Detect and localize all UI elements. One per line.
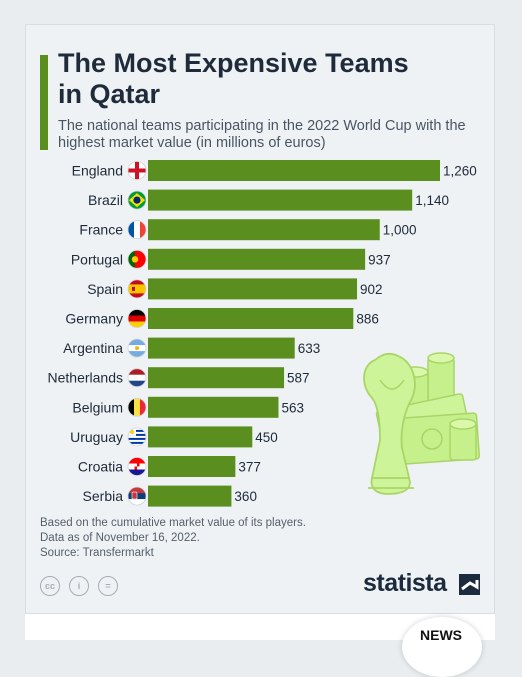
bar xyxy=(148,367,285,389)
chart-row: France 1,000 xyxy=(79,219,417,241)
bar xyxy=(148,278,358,300)
note-line-1: Based on the cumulative market value of … xyxy=(40,517,306,529)
statista-logo-mark-icon xyxy=(459,574,480,595)
news-badge-label: NEWS xyxy=(420,627,462,643)
chart-row: Serbia 360 xyxy=(83,485,257,507)
no-derivatives-icon[interactable]: = xyxy=(98,576,118,596)
chart-row: Germany 886 xyxy=(65,308,379,329)
argentina-flag-icon xyxy=(127,338,147,358)
england-flag-icon xyxy=(127,161,147,180)
serbia-flag-icon xyxy=(127,486,147,506)
chart-row: England 1,260 xyxy=(72,160,477,181)
category-label: Uruguay xyxy=(70,429,123,445)
value-label: 360 xyxy=(234,489,257,504)
belgium-flag-icon xyxy=(127,397,147,417)
chart-subtitle: The national teams participating in the … xyxy=(58,118,466,151)
portugal-flag-icon xyxy=(127,249,147,269)
bar xyxy=(148,189,413,211)
category-label: Argentina xyxy=(63,340,123,356)
chart-row: Argentina 633 xyxy=(63,337,321,359)
value-label: 886 xyxy=(356,312,379,327)
value-label: 1,140 xyxy=(415,193,449,208)
note-line-2: Data as of November 16, 2022. xyxy=(40,532,200,544)
bar-chart: England 1,260 Brazil 1,140 France 1,000 Portug… xyxy=(48,160,481,507)
note-source: Source: Transfermarkt xyxy=(40,547,154,559)
value-label: 587 xyxy=(287,371,310,386)
bar xyxy=(148,219,380,241)
category-label: Serbia xyxy=(83,488,124,504)
attribution-icon[interactable]: i xyxy=(69,576,89,596)
bar xyxy=(148,308,354,329)
chart-row: Portugal 937 xyxy=(71,248,391,270)
chart-row: Spain 902 xyxy=(87,278,383,300)
category-label: Germany xyxy=(65,311,123,327)
chart-row: Uruguay 450 xyxy=(70,426,278,448)
category-label: Brazil xyxy=(88,192,123,208)
statista-logo[interactable]: statista xyxy=(363,569,447,597)
bar xyxy=(148,396,279,418)
value-label: 902 xyxy=(360,282,383,297)
uruguay-flag-icon xyxy=(127,427,147,447)
bar xyxy=(148,337,295,359)
source-notes: Based on the cumulative market value of … xyxy=(40,516,306,561)
category-label: Netherlands xyxy=(48,370,124,386)
chart-title: The Most Expensive Teams in Qatar xyxy=(58,48,409,109)
bar xyxy=(148,485,232,507)
bar xyxy=(148,426,253,448)
category-label: France xyxy=(79,222,123,238)
bar xyxy=(148,248,366,270)
value-label: 377 xyxy=(238,460,261,475)
creative-commons-icon[interactable]: cc xyxy=(40,576,60,596)
chart-row: Croatia 377 xyxy=(78,456,261,477)
chart-row: Brazil 1,140 xyxy=(88,189,449,211)
bar xyxy=(148,160,440,181)
value-label: 633 xyxy=(298,341,321,356)
chart-row: Belgium 563 xyxy=(72,396,304,418)
netherlands-flag-icon xyxy=(127,368,147,388)
category-label: Portugal xyxy=(71,251,123,267)
value-label: 1,260 xyxy=(443,164,477,179)
value-label: 563 xyxy=(281,400,304,415)
category-label: Belgium xyxy=(72,399,123,415)
category-label: Spain xyxy=(87,281,123,297)
germany-flag-icon xyxy=(127,309,147,328)
value-label: 937 xyxy=(368,252,391,267)
brazil-flag-icon xyxy=(127,190,147,210)
category-label: Croatia xyxy=(78,459,123,475)
chart-row: Netherlands 587 xyxy=(48,367,310,389)
bar xyxy=(148,456,236,477)
news-badge[interactable]: NEWS xyxy=(402,617,482,677)
value-label: 1,000 xyxy=(383,223,417,238)
spain-flag-icon xyxy=(127,279,147,299)
croatia-flag-icon xyxy=(127,457,147,476)
france-flag-icon xyxy=(127,220,147,240)
category-label: England xyxy=(72,163,123,179)
trophy-money-illustration xyxy=(363,352,481,495)
value-label: 450 xyxy=(255,430,278,445)
title-accent-bar xyxy=(40,55,48,150)
